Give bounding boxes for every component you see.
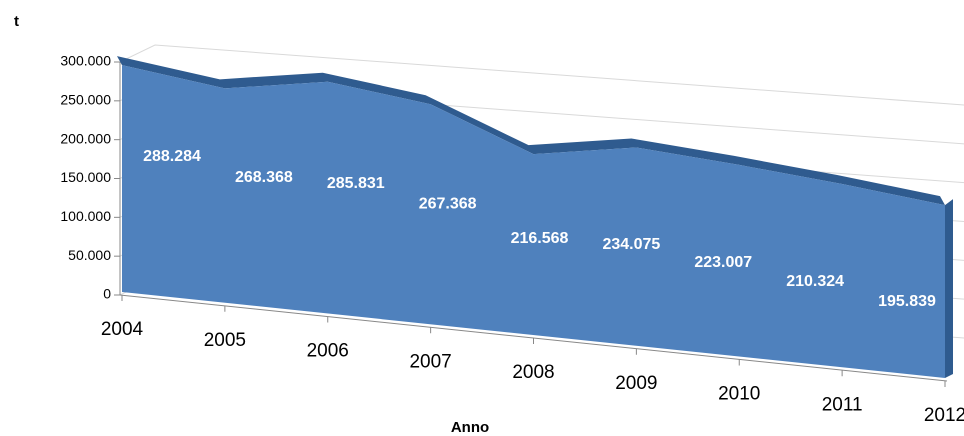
data-label: 210.324	[786, 273, 844, 290]
x-tick-label: 2012	[924, 405, 964, 426]
data-label: 234.075	[602, 236, 660, 253]
data-label: 285.831	[327, 175, 385, 192]
data-label: 195.839	[878, 293, 936, 310]
y-tick-label: 200.000	[60, 130, 111, 146]
data-label: 288.284	[143, 148, 201, 165]
x-tick-label: 2011	[822, 394, 863, 415]
y-axis-label: t	[14, 13, 19, 30]
x-tick-label: 2005	[204, 330, 246, 351]
x-tick-label: 2004	[101, 319, 144, 340]
grid-line	[119, 44, 964, 106]
y-tick-label: 0	[103, 286, 111, 302]
data-label: 223.007	[694, 254, 752, 271]
x-axis-label: Anno	[451, 419, 489, 436]
y-tick-label: 100.000	[60, 208, 111, 224]
y-tick-label: 300.000	[60, 53, 111, 69]
x-tick-label: 2006	[307, 341, 349, 362]
data-label: 268.368	[235, 169, 293, 186]
x-tick-label: 2010	[718, 384, 760, 405]
area	[122, 65, 945, 379]
data-label: 216.568	[511, 230, 569, 247]
data-label: 267.368	[419, 195, 477, 212]
x-tick-label: 2007	[409, 351, 451, 372]
y-tick-label: 250.000	[60, 92, 111, 108]
y-tick-label: 50.000	[68, 247, 111, 263]
area-side	[945, 199, 953, 378]
x-tick-label: 2008	[512, 362, 554, 383]
x-tick-label: 2009	[615, 373, 657, 394]
y-tick-label: 150.000	[60, 169, 111, 185]
